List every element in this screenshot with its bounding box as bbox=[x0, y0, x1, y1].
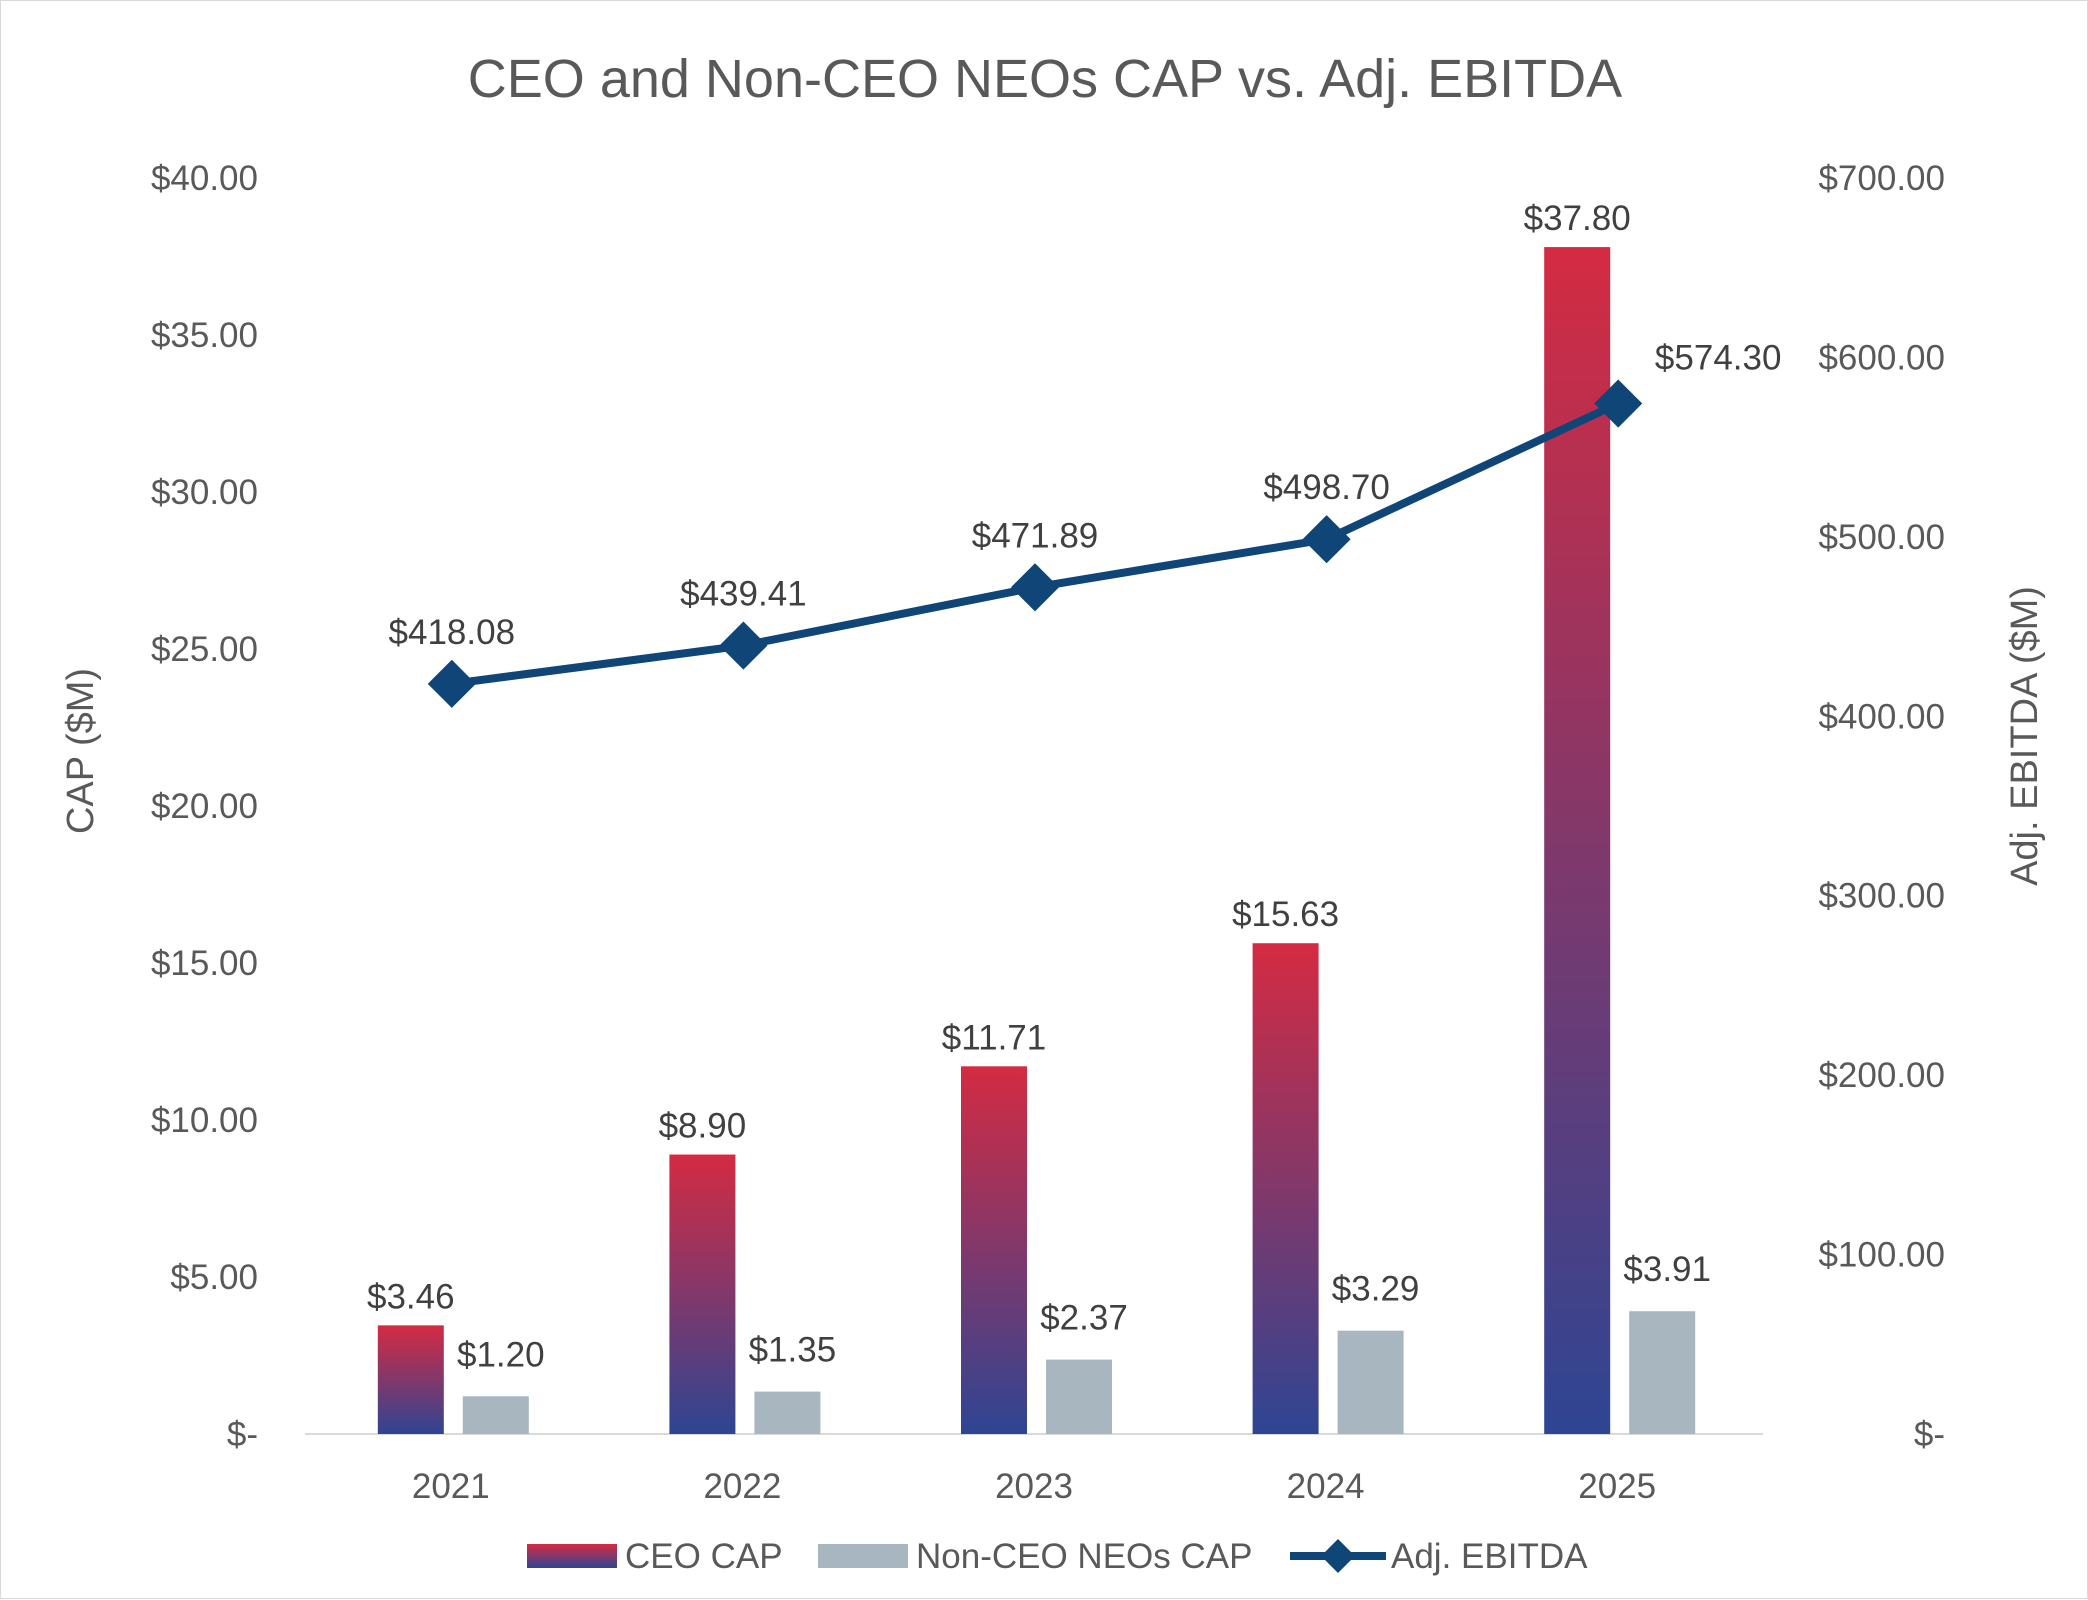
y-right-tick-label: $700.00 bbox=[1818, 159, 1945, 198]
data-label-ceo-cap: $15.63 bbox=[1232, 895, 1339, 934]
y-right-tick-label: $200.00 bbox=[1818, 1056, 1945, 1095]
data-label-ceo-cap: $11.71 bbox=[942, 1018, 1046, 1057]
y-left-tick-label: $15.00 bbox=[151, 944, 258, 983]
y-left-tick-label: $30.00 bbox=[151, 473, 258, 512]
data-label-adj-ebitda: $498.70 bbox=[1263, 468, 1390, 507]
data-label-ceo-cap: $3.46 bbox=[367, 1277, 455, 1316]
y-right-tick-label: $- bbox=[1914, 1415, 1945, 1454]
x-axis-tick-label: 2022 bbox=[703, 1467, 781, 1506]
x-axis-tick-label: 2023 bbox=[995, 1467, 1073, 1506]
data-label-adj-ebitda: $574.30 bbox=[1655, 339, 1782, 378]
y-left-tick-label: $40.00 bbox=[151, 159, 258, 198]
bar-ceo-cap bbox=[377, 1325, 444, 1434]
y-left-tick-labels: $- $5.00 $10.00 $15.00 $20.00 $25.00 $30.00 $35… bbox=[151, 159, 258, 1454]
data-label-ceo-cap: $37.80 bbox=[1524, 199, 1631, 238]
data-label-adj-ebitda: $439.41 bbox=[680, 575, 807, 614]
legend: CEO CAP Non-CEO NEOs CAP Adj. EBITDA bbox=[527, 1537, 1588, 1576]
data-label-non-ceo-neos-cap: $2.37 bbox=[1040, 1299, 1128, 1338]
bar-non-ceo-neos-cap bbox=[1337, 1330, 1404, 1434]
bar-ceo-cap bbox=[1252, 943, 1319, 1434]
data-label-adj-ebitda: $471.89 bbox=[972, 516, 1099, 555]
data-label-non-ceo-neos-cap: $3.29 bbox=[1332, 1270, 1420, 1309]
y-right-tick-label: $500.00 bbox=[1818, 518, 1945, 557]
bar-ceo-cap bbox=[961, 1066, 1027, 1434]
bar-non-ceo-neos-cap bbox=[462, 1396, 529, 1434]
legend-label-non-ceo-neos-cap: Non-CEO NEOs CAP bbox=[916, 1537, 1252, 1576]
bar-series-group bbox=[377, 247, 1696, 1435]
y-left-axis-title: CAP ($M) bbox=[60, 668, 102, 834]
data-label-non-ceo-neos-cap: $1.35 bbox=[749, 1331, 837, 1370]
x-axis-tick-labels: 2021 2022 2023 2024 2025 bbox=[412, 1467, 1656, 1506]
y-left-tick-label: $5.00 bbox=[170, 1258, 258, 1297]
legend-label-adj-ebitda: Adj. EBITDA bbox=[1391, 1537, 1588, 1576]
data-label-adj-ebitda: $418.08 bbox=[389, 613, 516, 652]
marker-adj-ebitda bbox=[719, 621, 768, 670]
data-label-non-ceo-neos-cap: $3.91 bbox=[1623, 1250, 1711, 1289]
legend-label-ceo-cap: CEO CAP bbox=[625, 1537, 783, 1576]
legend-swatch-non-ceo-neos-cap bbox=[818, 1544, 908, 1568]
y-right-axis-title: Adj. EBITDA ($M) bbox=[2004, 586, 2046, 886]
legend-swatch-adj-ebitda-marker bbox=[1321, 1539, 1355, 1573]
y-right-tick-label: $300.00 bbox=[1818, 877, 1945, 916]
bar-ceo-cap bbox=[669, 1154, 736, 1434]
x-axis-tick-label: 2024 bbox=[1287, 1467, 1365, 1506]
y-left-tick-label: $10.00 bbox=[151, 1101, 258, 1140]
y-right-tick-label: $400.00 bbox=[1818, 697, 1945, 736]
chart-title: CEO and Non-CEO NEOs CAP vs. Adj. EBITDA bbox=[468, 49, 1622, 109]
y-left-tick-label: $- bbox=[227, 1415, 258, 1454]
y-right-tick-labels: $- $100.00 $200.00 $300.00 $400.00 $500.00 $60… bbox=[1818, 159, 1945, 1454]
y-right-tick-label: $600.00 bbox=[1818, 338, 1945, 377]
data-labels-group: $3.46 $8.90 $11.71 $15.63 $37.80 $1.20 $1.35 $2… bbox=[367, 199, 1781, 1374]
x-axis-tick-label: 2025 bbox=[1578, 1467, 1656, 1506]
data-label-non-ceo-neos-cap: $1.20 bbox=[457, 1335, 545, 1374]
y-left-tick-label: $25.00 bbox=[151, 630, 258, 669]
marker-adj-ebitda bbox=[1302, 515, 1351, 564]
data-label-ceo-cap: $8.90 bbox=[659, 1107, 747, 1146]
bar-ceo-cap bbox=[1544, 247, 1611, 1435]
y-left-tick-label: $20.00 bbox=[151, 787, 258, 826]
y-right-tick-label: $100.00 bbox=[1818, 1236, 1945, 1275]
y-left-tick-label: $35.00 bbox=[151, 316, 258, 355]
bar-non-ceo-neos-cap bbox=[754, 1391, 821, 1434]
bar-non-ceo-neos-cap bbox=[1046, 1359, 1112, 1434]
bar-non-ceo-neos-cap bbox=[1629, 1311, 1696, 1434]
legend-swatch-ceo-cap bbox=[527, 1544, 617, 1568]
x-axis-tick-label: 2021 bbox=[412, 1467, 490, 1506]
marker-adj-ebitda bbox=[427, 659, 476, 708]
marker-adj-ebitda bbox=[1010, 563, 1060, 612]
